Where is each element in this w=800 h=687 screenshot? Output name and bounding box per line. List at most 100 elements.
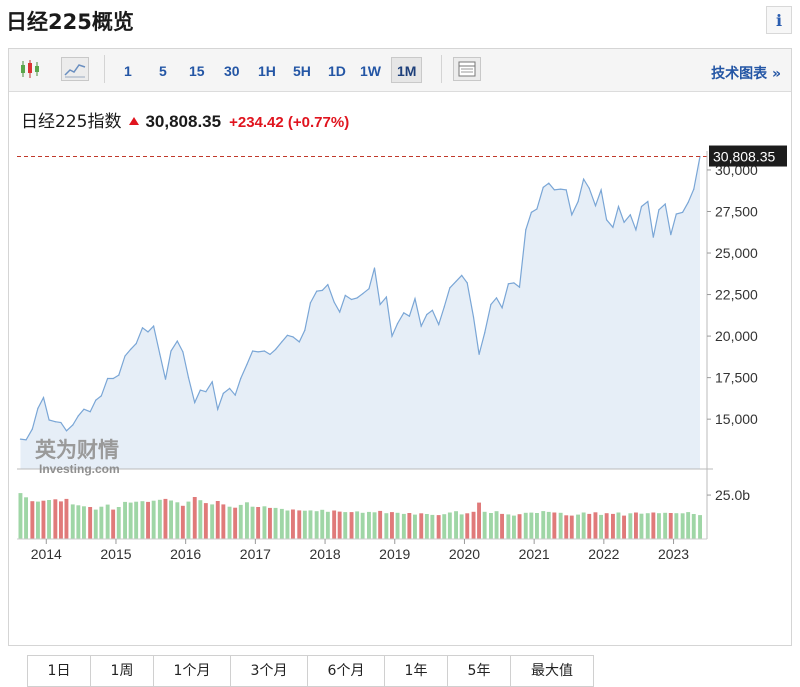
volume-bar [297,510,302,539]
volume-bar [674,513,679,539]
volume-bar [680,513,685,539]
volume-bar [291,509,295,539]
volume-bar [314,511,319,539]
volume-bar [360,512,365,539]
price-point [333,301,335,303]
volume-bar [645,513,650,539]
price-point [362,293,364,295]
volume-bar [41,500,46,539]
y-tick-label: 22,500 [715,287,758,303]
price-point [675,213,677,215]
volume-bar [517,514,522,539]
x-tick-label: 2022 [588,546,619,562]
volume-bar [489,513,493,539]
price-point [217,408,219,410]
technical-chart-link[interactable]: 技术图表 » [711,66,781,82]
timeframe-30[interactable]: 30 [224,63,240,79]
price-point [501,307,503,309]
x-tick-label: 2016 [170,546,201,562]
table-view-icon[interactable] [453,57,481,81]
volume-bar [227,506,232,539]
volume-bar [546,511,551,539]
candlestick-chart-icon[interactable] [17,57,45,81]
price-point [112,377,114,380]
timeframe-15[interactable]: 15 [189,63,205,79]
toolbar-divider [441,55,442,83]
volume-bar [337,511,342,539]
price-point [687,201,689,203]
price-line [20,156,701,441]
volume-bar [564,515,569,539]
volume-bar [587,513,592,539]
watermark-en: Investing.com [39,462,120,476]
timeframe-1d[interactable]: 1D [328,63,346,79]
volume-bar [186,501,191,539]
volume-bar [47,500,51,539]
last-price-label: 30,808.35 [713,149,775,165]
change-percent: (+0.77%) [287,114,350,131]
timeframe-5h[interactable]: 5H [293,63,311,79]
up-arrow-icon [129,117,140,125]
price-point [385,296,387,298]
price-point [257,351,259,353]
last-price-label-box [709,145,787,167]
price-point [54,421,56,423]
volume-bar [76,505,81,539]
timeframe-1m[interactable]: 1M [391,57,423,83]
volume-bar [59,501,63,539]
price-point [65,430,68,432]
timeframe-1h[interactable]: 1H [258,63,276,79]
range-button-5y[interactable]: 5年 [448,656,511,686]
price-point [339,311,341,313]
price-point [89,411,91,413]
x-tick-label: 2017 [240,546,271,562]
price-point [490,303,492,306]
range-button-1w[interactable]: 1周 [91,656,154,686]
price-point [553,189,556,191]
volume-bar [18,493,23,539]
range-button-6m[interactable]: 6个月 [308,656,385,686]
range-button-3m[interactable]: 3个月 [231,656,308,686]
volume-bar [523,512,528,539]
price-point [542,186,544,188]
range-button-max[interactable]: 最大值 [531,663,573,679]
volume-bar [599,514,603,539]
timeframe-5[interactable]: 5 [159,63,167,79]
price-point [495,297,498,299]
price-point [414,298,416,300]
volume-bar [175,502,180,539]
timeframe-1w[interactable]: 1W [360,63,381,79]
price-point [594,205,597,207]
volume-bar [442,514,447,539]
volume-bar [82,506,86,539]
price-point [252,350,254,352]
volume-bar [221,504,226,539]
change-value: +234.42 [229,114,284,131]
info-button[interactable]: i [766,6,792,34]
price-point [269,353,271,355]
price-point [153,325,155,327]
volume-bar [390,512,394,539]
range-button-1d[interactable]: 1日 [28,656,91,686]
price-point [147,331,149,333]
x-tick-label: 2021 [519,546,550,562]
last-price: 30,808.35 [145,112,222,131]
area-chart-icon[interactable] [61,57,89,81]
price-point [275,348,277,350]
volume-bar [53,499,58,539]
volume-bar [657,513,661,539]
price-point [37,407,39,409]
volume-bar [506,514,511,539]
volume-bar [593,512,598,539]
range-button-1m[interactable]: 1个月 [154,656,231,686]
volume-bar [639,513,644,539]
timeframe-1[interactable]: 1 [124,63,132,79]
price-chart[interactable]: 15,00017,50020,00022,50025,00027,50030,0… [9,49,791,599]
price-point [368,288,370,290]
page-header: 日经225概览 i [0,0,800,44]
range-button-1y[interactable]: 1年 [385,656,448,686]
price-point [118,374,120,376]
price-point [617,205,620,208]
volume-bar [407,513,412,539]
volume-bar [668,513,673,539]
